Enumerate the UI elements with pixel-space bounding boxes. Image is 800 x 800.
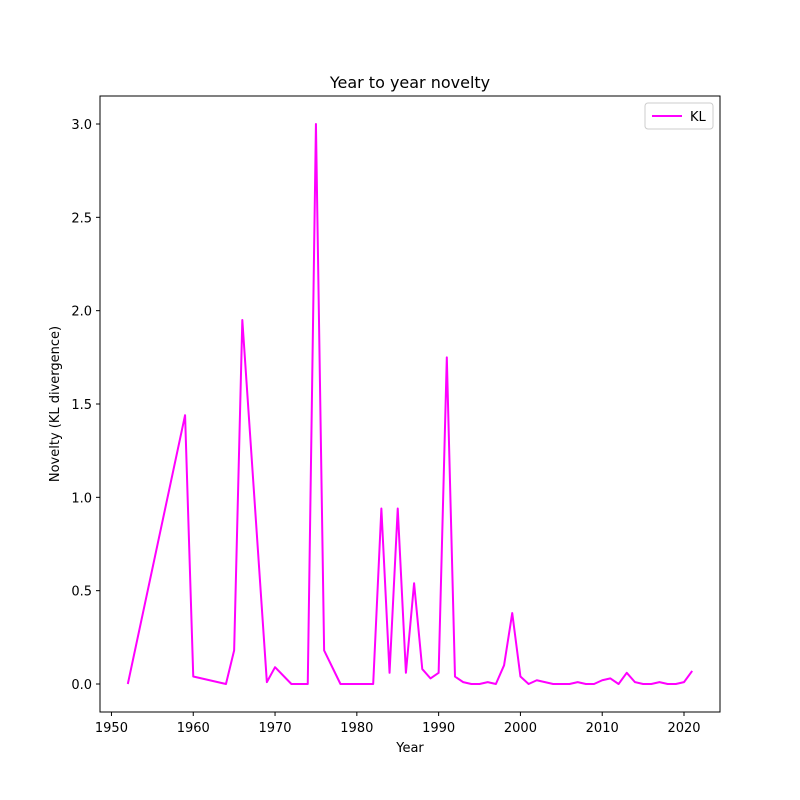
axes-frame xyxy=(99,95,721,713)
y-tick-label: 3.0 xyxy=(71,118,92,133)
legend-label-kl: KL xyxy=(690,110,707,125)
y-tick-label: 1.0 xyxy=(71,491,92,506)
x-axis-ticks: 1950 1960 1970 1980 1990 2000 2010 2020 xyxy=(95,712,701,736)
chart-title: Year to year novelty xyxy=(329,73,490,92)
x-tick-label: 2000 xyxy=(504,721,537,736)
x-tick-label: 2010 xyxy=(586,721,619,736)
y-tick-label: 2.5 xyxy=(71,211,92,226)
x-tick-label: 1970 xyxy=(258,721,291,736)
y-tick-label: 0.5 xyxy=(71,585,92,600)
y-tick-label: 0.0 xyxy=(71,678,92,693)
y-tick-label: 1.5 xyxy=(71,398,92,413)
y-axis-ticks: 0.0 0.5 1.0 1.5 2.0 2.5 3.0 xyxy=(71,118,100,693)
x-tick-label: 1950 xyxy=(95,721,128,736)
legend: KL xyxy=(644,102,714,130)
x-tick-label: 1960 xyxy=(177,721,210,736)
series-line-kl xyxy=(126,123,693,685)
x-tick-label: 1980 xyxy=(340,721,373,736)
y-axis-label: Novelty (KL divergence) xyxy=(48,326,63,482)
y-tick-label: 2.0 xyxy=(71,305,92,320)
x-tick-label: 1990 xyxy=(422,721,455,736)
x-tick-label: 2020 xyxy=(667,721,700,736)
x-axis-label: Year xyxy=(395,741,424,756)
series-layer xyxy=(126,123,693,685)
